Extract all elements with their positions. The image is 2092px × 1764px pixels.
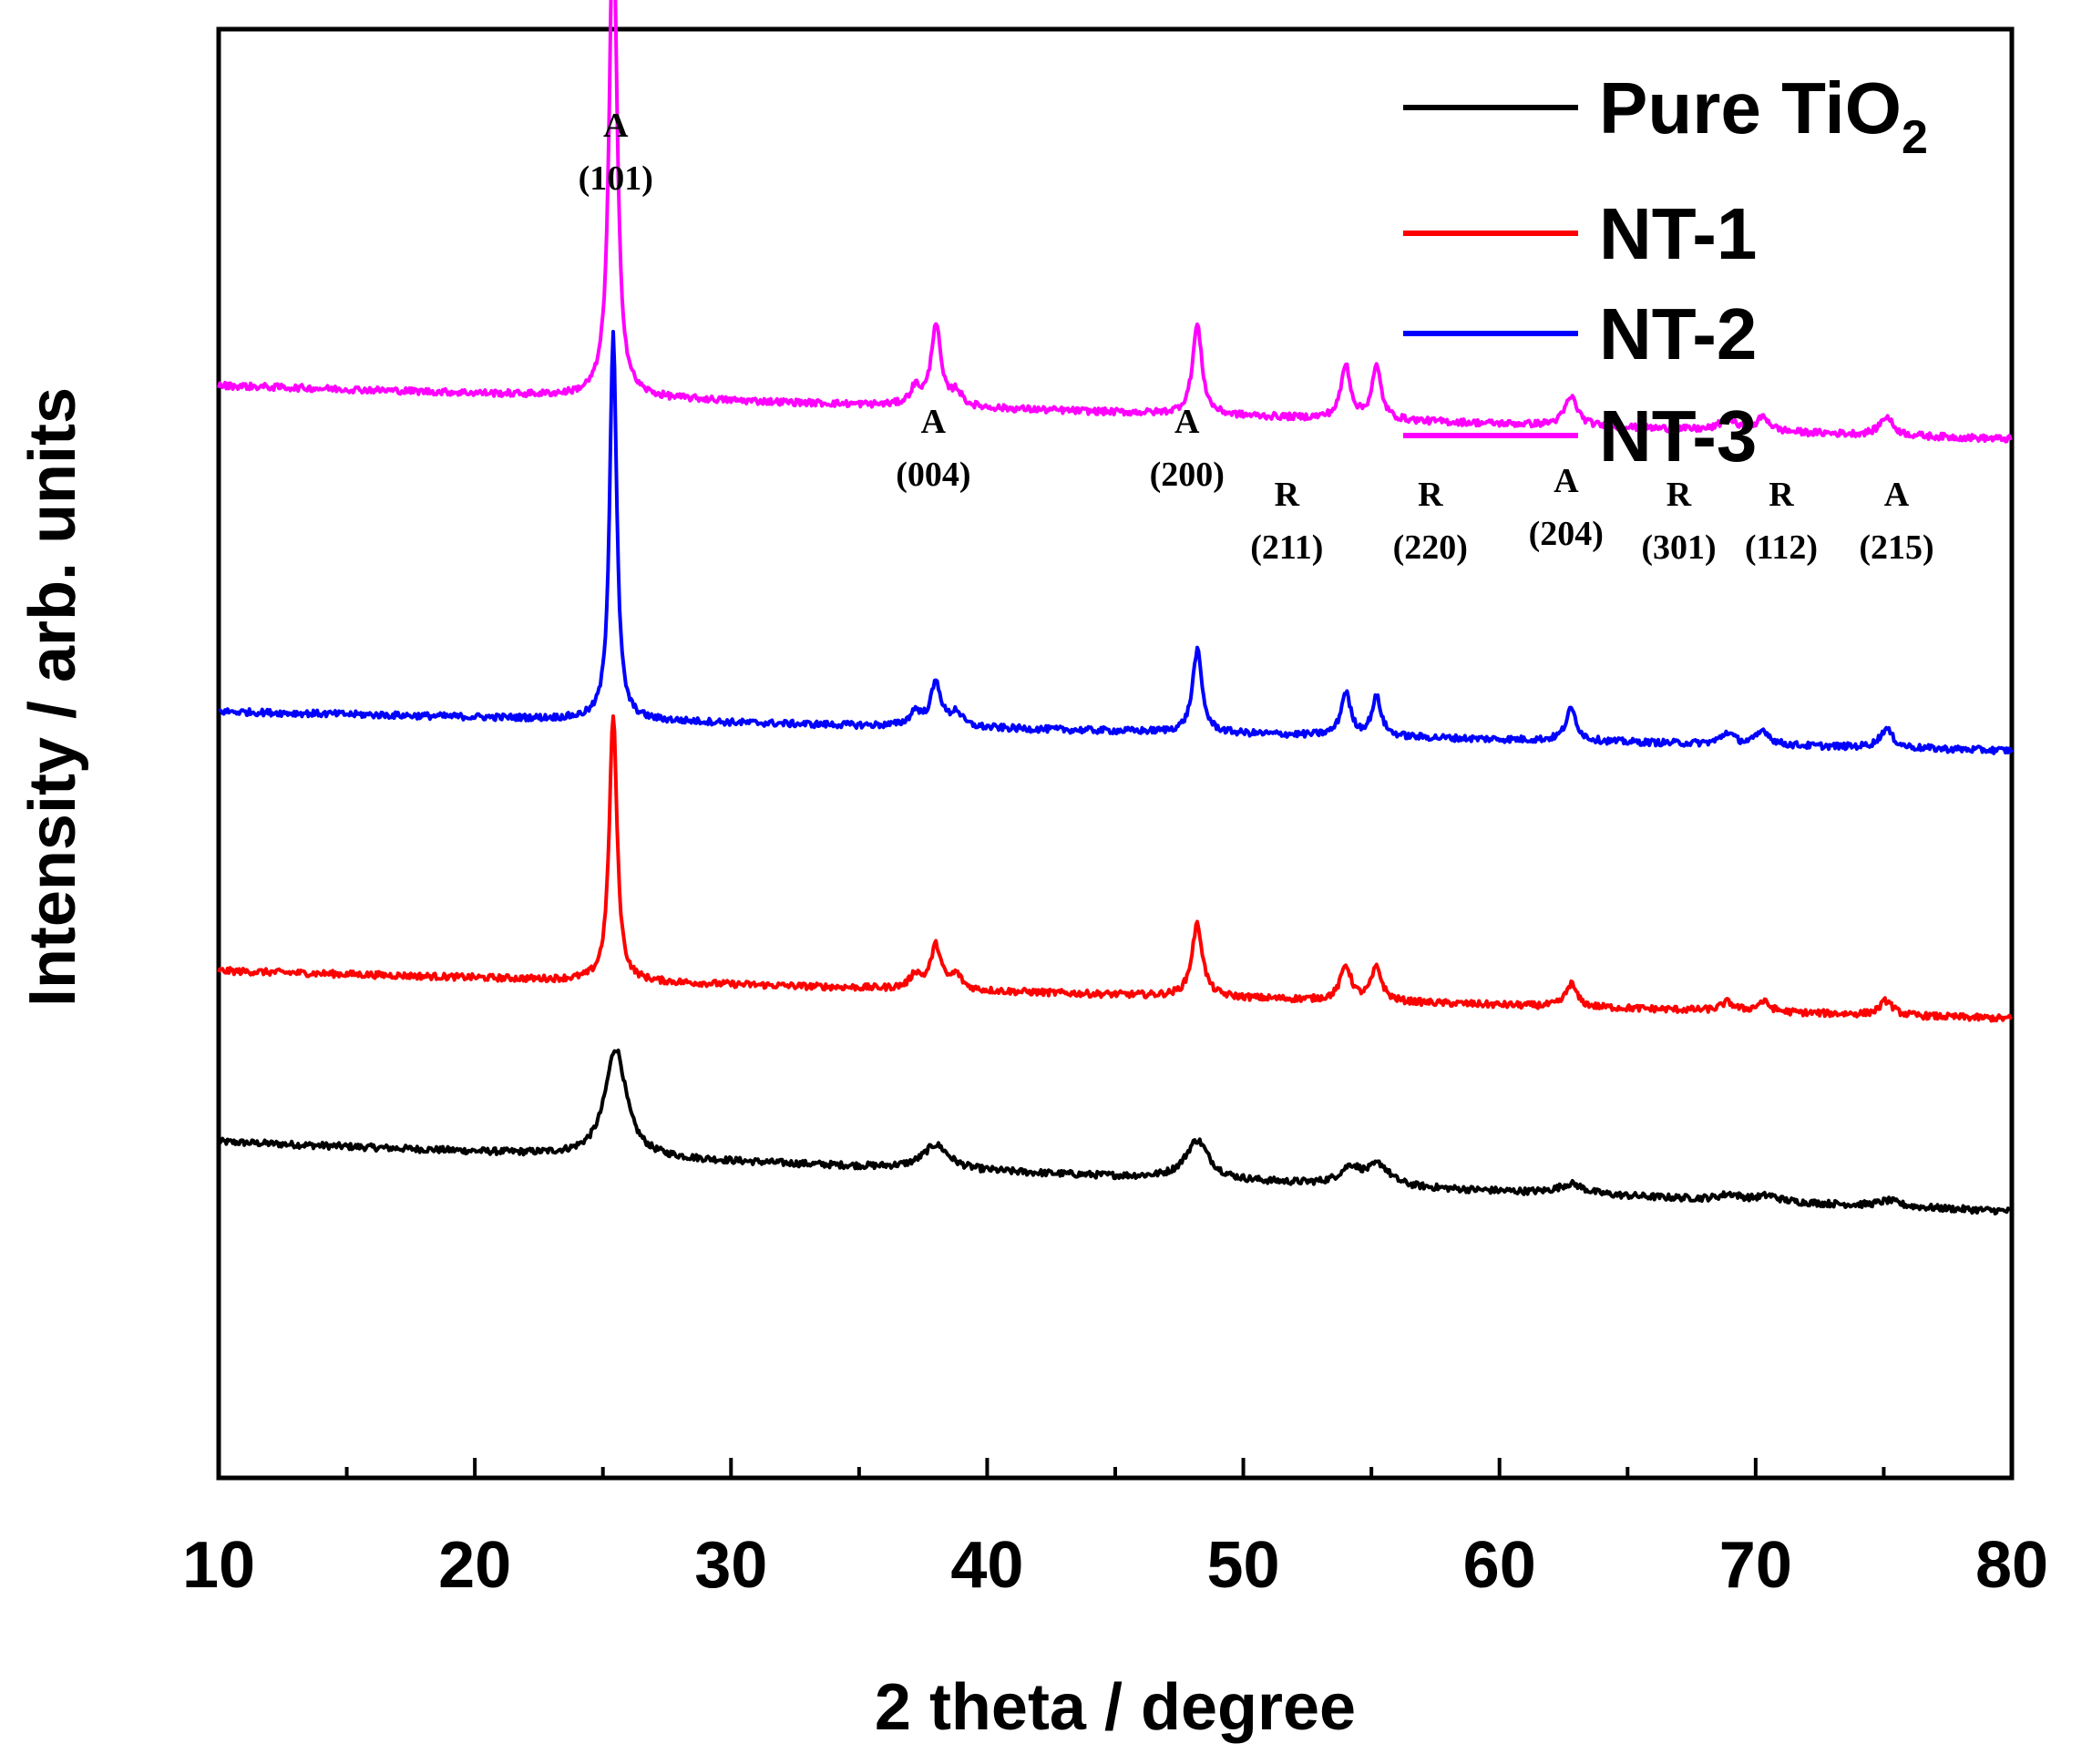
x-tick-label: 20 <box>438 1529 511 1602</box>
x-tick-label: 60 <box>1463 1529 1536 1602</box>
peak-hkl-label: (101) <box>579 159 653 198</box>
peak-phase-label: R <box>1275 476 1300 514</box>
x-tick-label: 30 <box>694 1529 767 1602</box>
peak-phase-label: A <box>1884 476 1910 514</box>
legend: Pure TiO2 NT-1 NT-2 NT-3 <box>1403 67 1928 477</box>
series-line-2 <box>217 714 2013 1023</box>
legend-label: NT-1 <box>1599 193 1757 274</box>
y-axis-title: Intensity / arb. units <box>16 387 89 1007</box>
peak-phase-label: A <box>1554 462 1579 500</box>
peak-hkl-label: (211) <box>1250 528 1323 567</box>
peak-hkl-label: (112) <box>1745 528 1818 567</box>
peak-phase-label: A <box>1174 403 1200 441</box>
peak-hkl-label: (301) <box>1641 528 1716 567</box>
peak-hkl-label: (215) <box>1859 528 1933 567</box>
legend-label: Pure TiO2 <box>1599 67 1928 164</box>
peak-phase-label: R <box>1769 476 1794 514</box>
x-tick-label: 10 <box>182 1529 255 1602</box>
legend-label: NT-3 <box>1599 395 1757 477</box>
peak-phase-label: A <box>603 107 629 145</box>
peak-hkl-label: (004) <box>896 456 970 494</box>
peak-hkl-label: (200) <box>1150 456 1225 494</box>
series-line-3 <box>218 330 2014 755</box>
x-tick-label: 70 <box>1719 1529 1792 1602</box>
x-tick-label: 80 <box>1975 1529 2048 1602</box>
x-tick-label: 50 <box>1207 1529 1280 1602</box>
series-line-4 <box>217 0 2013 444</box>
peak-phase-label: R <box>1666 476 1692 514</box>
peak-hkl-label: (204) <box>1529 515 1604 553</box>
peak-phase-label: R <box>1418 476 1443 514</box>
series-line-1 <box>217 1048 2013 1215</box>
peak-hkl-label: (220) <box>1393 528 1468 567</box>
legend-label: NT-2 <box>1599 293 1757 374</box>
peak-phase-label: A <box>921 403 947 441</box>
x-axis-title: 2 theta / degree <box>875 1671 1356 1744</box>
x-tick-label: 40 <box>950 1529 1023 1602</box>
